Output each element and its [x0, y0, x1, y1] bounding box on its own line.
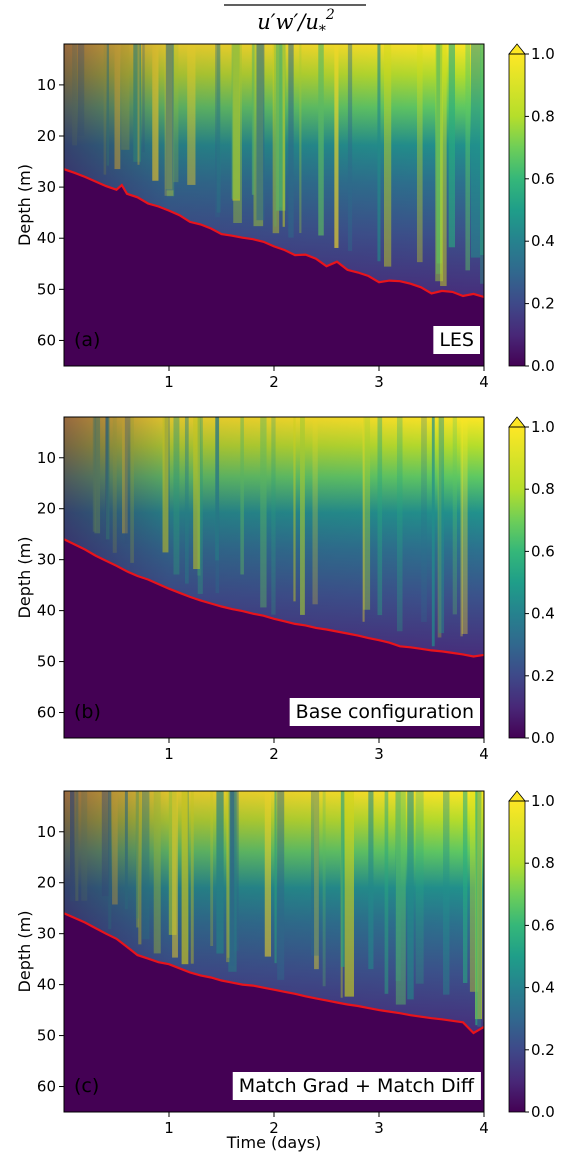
boundary-depth-line — [64, 912, 484, 1035]
y-tick-label: 50 — [37, 280, 56, 298]
y-tick-label: 20 — [37, 500, 56, 518]
x-tick-label: 1 — [164, 745, 174, 763]
colorbar-frame — [508, 426, 526, 739]
colorbar-gradient — [509, 54, 525, 366]
colorbar-tick-label: 0.2 — [531, 1041, 555, 1059]
y-tick-label: 20 — [37, 874, 56, 892]
colorbar-tick-label: 0.0 — [531, 1103, 555, 1121]
colorbar-tick-label: 0.4 — [531, 605, 555, 623]
figure-title: u′w′/u*2 — [224, 4, 366, 39]
heatmap-fade — [64, 417, 484, 738]
y-tick-label: 50 — [37, 653, 56, 671]
colorbar: 0.0 0.2 0.4 0.6 0.8 1.0 — [508, 416, 555, 747]
panel-a: 1 2 3 4 10 20 30 40 50 60 Depth (m) (a) LES 0.0 0.2 0.4… — [15, 43, 555, 391]
corner-label-text: Match Grad + Match Diff — [239, 1075, 475, 1097]
heatmap-fade — [64, 44, 484, 366]
colorbar-tick-label: 0.4 — [531, 232, 555, 250]
x-tick-label: 1 — [164, 373, 174, 391]
colorbar-tick-label: 0.6 — [531, 916, 555, 934]
y-tick-label: 60 — [37, 331, 56, 349]
colorbar-extend-arrow — [508, 790, 526, 802]
x-axis-label: Time (days) — [226, 1133, 322, 1152]
colorbar-tick-label: 0.0 — [531, 729, 555, 747]
colorbar: 0.0 0.2 0.4 0.6 0.8 1.0 — [508, 43, 555, 375]
x-tick-label: 3 — [374, 373, 384, 391]
y-tick-label: 10 — [37, 449, 56, 467]
colorbar-tick-label: 0.4 — [531, 979, 555, 997]
y-axis-label: Depth (m) — [15, 537, 34, 619]
colorbar-tick-label: 0.6 — [531, 170, 555, 188]
svg-text:u′w′/u*2: u′w′/u*2 — [257, 7, 335, 39]
heatmap — [64, 417, 484, 738]
panel-tag: (c) — [74, 1075, 99, 1097]
y-tick-label: 50 — [37, 1027, 56, 1045]
y-tick-label: 10 — [37, 823, 56, 841]
y-tick-label: 40 — [37, 976, 56, 994]
y-axis-label: Depth (m) — [15, 911, 34, 993]
colorbar-tick-label: 0.8 — [531, 107, 555, 125]
y-tick-label: 60 — [37, 704, 56, 722]
y-tick-label: 60 — [37, 1078, 56, 1096]
x-tick-label: 4 — [479, 373, 489, 391]
colorbar-frame — [508, 800, 526, 1113]
corner-label: LES — [433, 326, 480, 354]
corner-label-box — [433, 326, 480, 354]
colorbar-tick-label: 0.8 — [531, 480, 555, 498]
panel-b: 1 2 3 4 10 20 30 40 50 60 Depth (m) (b) Base configu… — [15, 416, 555, 763]
colorbar-tick-label: 0.6 — [531, 542, 555, 560]
colorbar: 0.0 0.2 0.4 0.6 0.8 1.0 — [508, 790, 555, 1121]
colorbar-tick-label: 1.0 — [531, 792, 555, 810]
y-axis-label: Depth (m) — [15, 164, 34, 246]
colorbar-tick-label: 1.0 — [531, 45, 555, 63]
y-tick-label: 30 — [37, 178, 56, 196]
corner-label-box — [289, 698, 480, 726]
colorbar-extend-arrow — [508, 416, 526, 428]
panel-c: 1 2 3 4 10 20 30 40 50 60 Depth (m) (c) Match Grad +… — [15, 790, 555, 1137]
colorbar-tick-label: 0.8 — [531, 854, 555, 872]
x-tick-label: 1 — [164, 1119, 174, 1137]
corner-label-box — [232, 1072, 481, 1100]
heatmap-fade — [64, 791, 484, 1112]
x-tick-label: 2 — [269, 1119, 279, 1137]
x-tick-label: 2 — [269, 373, 279, 391]
x-tick-label: 3 — [374, 1119, 384, 1137]
colorbar-frame — [508, 53, 526, 367]
panel-tag: (b) — [74, 701, 101, 723]
y-tick-label: 40 — [37, 602, 56, 620]
colorbar-gradient — [509, 427, 525, 738]
colorbar-tick-label: 0.0 — [531, 357, 555, 375]
x-tick-label: 2 — [269, 745, 279, 763]
corner-label-text: Base configuration — [296, 701, 474, 723]
heatmap — [64, 791, 484, 1112]
y-tick-label: 30 — [37, 925, 56, 943]
x-tick-label: 3 — [374, 745, 384, 763]
colorbar-tick-label: 0.2 — [531, 667, 555, 685]
x-tick-label: 4 — [479, 1119, 489, 1137]
colorbar-extend-arrow — [508, 43, 526, 55]
y-tick-label: 40 — [37, 229, 56, 247]
colorbar-tick-label: 1.0 — [531, 418, 555, 436]
boundary-depth-line — [64, 538, 484, 658]
boundary-depth-line — [64, 168, 484, 299]
colorbar-tick-label: 0.2 — [531, 295, 555, 313]
corner-label: Match Grad + Match Diff — [232, 1072, 481, 1100]
y-tick-label: 30 — [37, 551, 56, 569]
heatmap — [64, 44, 484, 366]
corner-label-text: LES — [439, 329, 474, 351]
y-tick-label: 10 — [37, 76, 56, 94]
panel-tag: (a) — [74, 329, 100, 351]
corner-label: Base configuration — [289, 698, 480, 726]
y-tick-label: 20 — [37, 127, 56, 145]
colorbar-gradient — [509, 801, 525, 1112]
x-tick-label: 4 — [479, 745, 489, 763]
